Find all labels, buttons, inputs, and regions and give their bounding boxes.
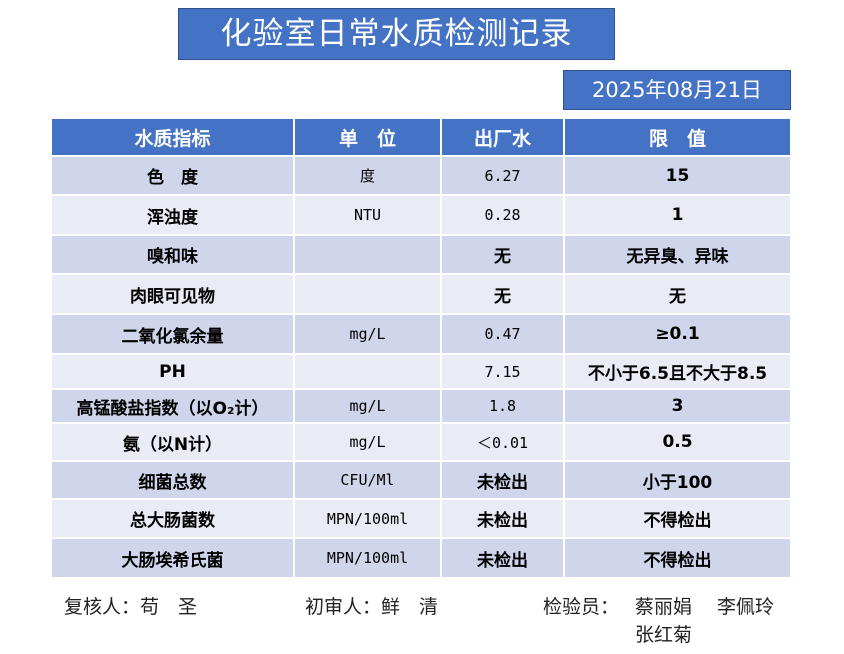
inspectors-line2: 张红菊 — [635, 624, 693, 646]
reviewer-signature: 复核人：苟 圣 — [64, 596, 198, 618]
limit-cell: 不小于6.5且不大于8.5 — [563, 353, 792, 390]
page-title: 化验室日常水质检测记录 — [178, 8, 615, 60]
table-row: 高锰酸盐指数（以O₂计） mg/L 1.8 3 — [50, 388, 792, 424]
outlet-value-cell: 1.8 — [440, 388, 565, 424]
unit-cell — [293, 273, 442, 315]
indicator-cell: PH — [50, 353, 295, 390]
unit-cell: mg/L — [293, 313, 442, 355]
water-quality-table: 水质指标 单 位 出厂水 限 值 色 度度 6.27 15 浑浊度 NTU 0.28 1 嗅和… — [50, 117, 792, 579]
unit-cell: mg/L — [293, 422, 442, 462]
indicator-cell: 高锰酸盐指数（以O₂计） — [50, 388, 295, 424]
unit-cell — [293, 234, 442, 275]
outlet-value-cell: 6.27 — [440, 155, 565, 196]
limit-cell: 不得检出 — [563, 537, 792, 579]
unit-cell: NTU — [293, 194, 442, 236]
limit-cell: 15 — [563, 155, 792, 196]
outlet-value-cell: 未检出 — [440, 537, 565, 579]
indicator-cell: 二氧化氯余量 — [50, 313, 295, 355]
outlet-value-cell: 0.47 — [440, 313, 565, 355]
header-limit: 限 值 — [563, 117, 792, 157]
limit-cell: 无 — [563, 273, 792, 315]
table-row: 色 度度 6.27 15 — [50, 155, 792, 196]
outlet-value-cell: 0.28 — [440, 194, 565, 236]
limit-cell: 小于100 — [563, 460, 792, 500]
limit-cell: 1 — [563, 194, 792, 236]
header-unit: 单 位 — [293, 117, 442, 157]
table-row: 细菌总数 CFU/Ml 未检出 小于100 — [50, 460, 792, 500]
unit-cell: 度 — [293, 155, 442, 196]
table-row: 浑浊度 NTU 0.28 1 — [50, 194, 792, 236]
outlet-value-cell: 无 — [440, 273, 565, 315]
indicator-cell: 大肠埃希氏菌 — [50, 537, 295, 579]
indicator-cell: 细菌总数 — [50, 460, 295, 500]
unit-cell: MPN/100ml — [293, 498, 442, 539]
table-row: 肉眼可见物 无无 — [50, 273, 792, 315]
header-indicator: 水质指标 — [50, 117, 295, 157]
table-row: 氨（以N计） mg/L ＜0.01 0.5 — [50, 422, 792, 462]
indicator-cell: 浑浊度 — [50, 194, 295, 236]
table-row: 二氧化氯余量 mg/L 0.47 ≥0.1 — [50, 313, 792, 355]
indicator-cell: 色 度 — [50, 155, 295, 196]
outlet-value-cell: 7.15 — [440, 353, 565, 390]
inspectors-line1: 蔡丽娟 李佩玲 — [635, 596, 775, 618]
table-row: PH 7.15 不小于6.5且不大于8.5 — [50, 353, 792, 390]
unit-cell: mg/L — [293, 388, 442, 424]
unit-cell — [293, 353, 442, 390]
unit-cell: MPN/100ml — [293, 537, 442, 579]
outlet-value-cell: 未检出 — [440, 460, 565, 500]
indicator-cell: 肉眼可见物 — [50, 273, 295, 315]
limit-cell: 无异臭、异味 — [563, 234, 792, 275]
first-reviewer-signature: 初审人：鲜 清 — [305, 596, 439, 618]
outlet-value-cell: 无 — [440, 234, 565, 275]
table-header: 水质指标 单 位 出厂水 限 值 — [50, 117, 792, 157]
indicator-cell: 嗅和味 — [50, 234, 295, 275]
limit-cell: ≥0.1 — [563, 313, 792, 355]
limit-cell: 不得检出 — [563, 498, 792, 539]
table-row: 总大肠菌数 MPN/100ml 未检出 不得检出 — [50, 498, 792, 539]
record-date: 2025年08月21日 — [563, 70, 791, 110]
outlet-value-cell: ＜0.01 — [440, 422, 565, 462]
outlet-value-cell: 未检出 — [440, 498, 565, 539]
inspector-label: 检验员： — [543, 596, 620, 618]
header-outlet-water: 出厂水 — [440, 117, 565, 157]
unit-cell: CFU/Ml — [293, 460, 442, 500]
limit-cell: 0.5 — [563, 422, 792, 462]
indicator-cell: 氨（以N计） — [50, 422, 295, 462]
limit-cell: 3 — [563, 388, 792, 424]
table-row: 嗅和味 无无异臭、异味 — [50, 234, 792, 275]
indicator-cell: 总大肠菌数 — [50, 498, 295, 539]
table-row: 大肠埃希氏菌 MPN/100ml 未检出 不得检出 — [50, 537, 792, 579]
